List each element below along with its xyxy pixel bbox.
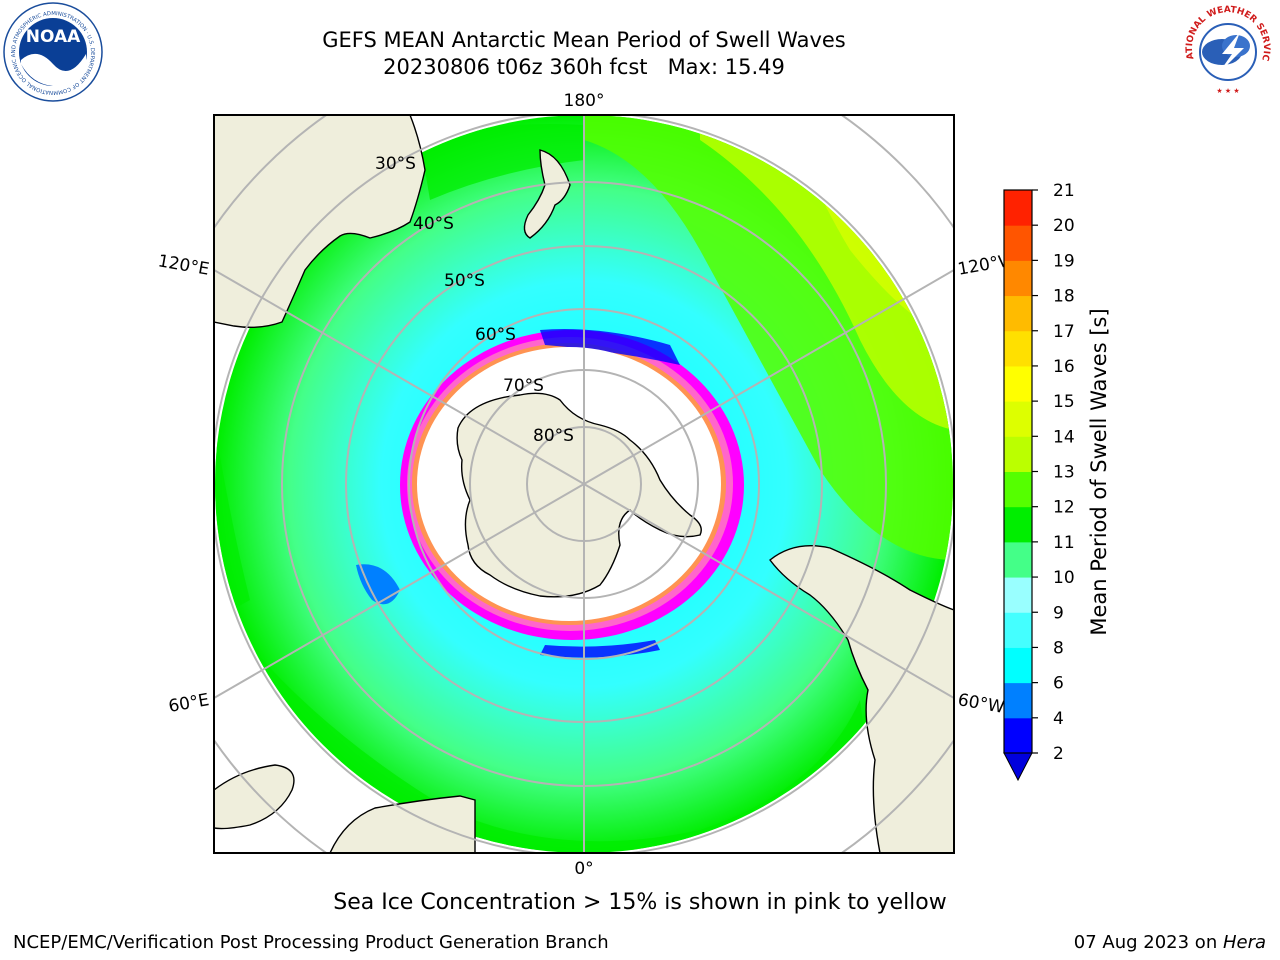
colorbar-segment: [1004, 330, 1032, 367]
footer-host: Hera: [1222, 932, 1266, 953]
lon-label-0: 0°: [574, 859, 593, 879]
colorbar-segment: [1004, 401, 1032, 437]
colorbar-segment: [1004, 295, 1032, 332]
colorbar-tick-label: 13: [1053, 463, 1075, 483]
colorbar-tick-label: 15: [1053, 392, 1075, 412]
colorbar-segment: [1004, 717, 1032, 754]
lat-label-60s: 60°S: [475, 325, 516, 345]
swell-green-belt-south: [215, 600, 880, 850]
lon-label-60e: 60°E: [167, 690, 211, 717]
footer-date: 07 Aug 2023 on Hera: [1074, 932, 1266, 953]
chart-title: GEFS MEAN Antarctic Mean Period of Swell…: [322, 28, 846, 52]
colorbar-tick-label: 18: [1053, 287, 1075, 307]
colorbar-tick-label: 21: [1053, 181, 1075, 201]
lat-label-70s: 70°S: [503, 376, 544, 396]
nws-logo: NATIONAL WEATHER SERVICE ★ ★ ★: [1178, 2, 1275, 99]
colorbar-tick-label: 12: [1053, 498, 1075, 518]
colorbar-segment: [1004, 682, 1032, 719]
colorbar-tick-label: 20: [1053, 216, 1075, 236]
colorbar-segment: [1004, 190, 1032, 226]
colorbar-segment: [1004, 365, 1032, 402]
chart-subtitle: 20230806 t06z 360h fcst Max: 15.49: [383, 55, 785, 79]
colorbar-segment: [1004, 647, 1032, 684]
colorbar-tick-label: 9: [1053, 603, 1064, 623]
colorbar-tick-label: 2: [1053, 744, 1064, 764]
gull-icon: [21, 53, 86, 87]
lightning-bolt-icon: [1218, 32, 1244, 74]
colorbar-tick-label: 14: [1053, 427, 1075, 447]
land-south-america: [769, 545, 954, 853]
noaa-logo-text: NOAA: [26, 27, 81, 47]
swell-green-belt-north: [420, 124, 584, 200]
lat-label-80s: 80°S: [533, 426, 574, 446]
colorbar-tick-label: 11: [1053, 533, 1075, 553]
sea-ice-note: Sea Ice Concentration > 15% is shown in …: [333, 890, 947, 915]
land-madagascar: [214, 764, 295, 830]
svg-text:★ ★ ★: ★ ★ ★: [1216, 87, 1239, 95]
colorbar-segment: [1004, 471, 1032, 508]
colorbar-segment: [1004, 612, 1032, 648]
colorbar-extend-min: [1003, 752, 1033, 782]
footer-credit: NCEP/EMC/Verification Post Processing Pr…: [13, 932, 609, 953]
colorbar-label: Mean Period of Swell Waves [s]: [1087, 308, 1111, 635]
lat-label-50s: 50°S: [444, 271, 485, 291]
colorbar-tick-label: 10: [1053, 568, 1075, 588]
colorbar-tick-label: 19: [1053, 251, 1075, 271]
land-africa: [329, 795, 476, 853]
colorbar-segment: [1004, 506, 1032, 543]
colorbar: 2 4 6 8 9 10 11 12 13 14 15 16 17 18 19 20 21 Mean Perio…: [1003, 181, 1111, 782]
colorbar-segment: [1004, 541, 1032, 578]
graticule: [214, 115, 954, 853]
lon-label-120e: 120°E: [156, 251, 210, 280]
colorbar-tick-label: 8: [1053, 638, 1064, 658]
colorbar-tick-label: 17: [1053, 322, 1075, 342]
colorbar-tick-label: 6: [1053, 674, 1064, 694]
colorbar-segment: [1004, 225, 1032, 261]
map-area: 30°S 40°S 50°S 60°S 70°S 80°S: [214, 115, 954, 853]
lat-label-30s: 30°S: [375, 154, 416, 174]
noaa-logo: NATIONAL OCEANIC AND ATMOSPHERIC ADMINIS…: [2, 2, 103, 102]
colorbar-tick-label: 16: [1053, 357, 1075, 377]
colorbar-segment: [1004, 436, 1032, 472]
map-frame: [213, 114, 955, 854]
colorbar-segment: [1004, 260, 1032, 297]
colorbar-tick-label: 4: [1053, 709, 1064, 729]
colorbar-segment: [1004, 577, 1032, 613]
footer-date-text: 07 Aug 2023 on: [1073, 932, 1223, 953]
lon-label-60w: 60°W: [956, 690, 1006, 718]
lat-label-40s: 40°S: [413, 214, 454, 234]
land-antarctica: [456, 392, 702, 598]
lon-label-180: 180°: [564, 91, 605, 111]
swell-short-period-patch: [356, 564, 400, 605]
